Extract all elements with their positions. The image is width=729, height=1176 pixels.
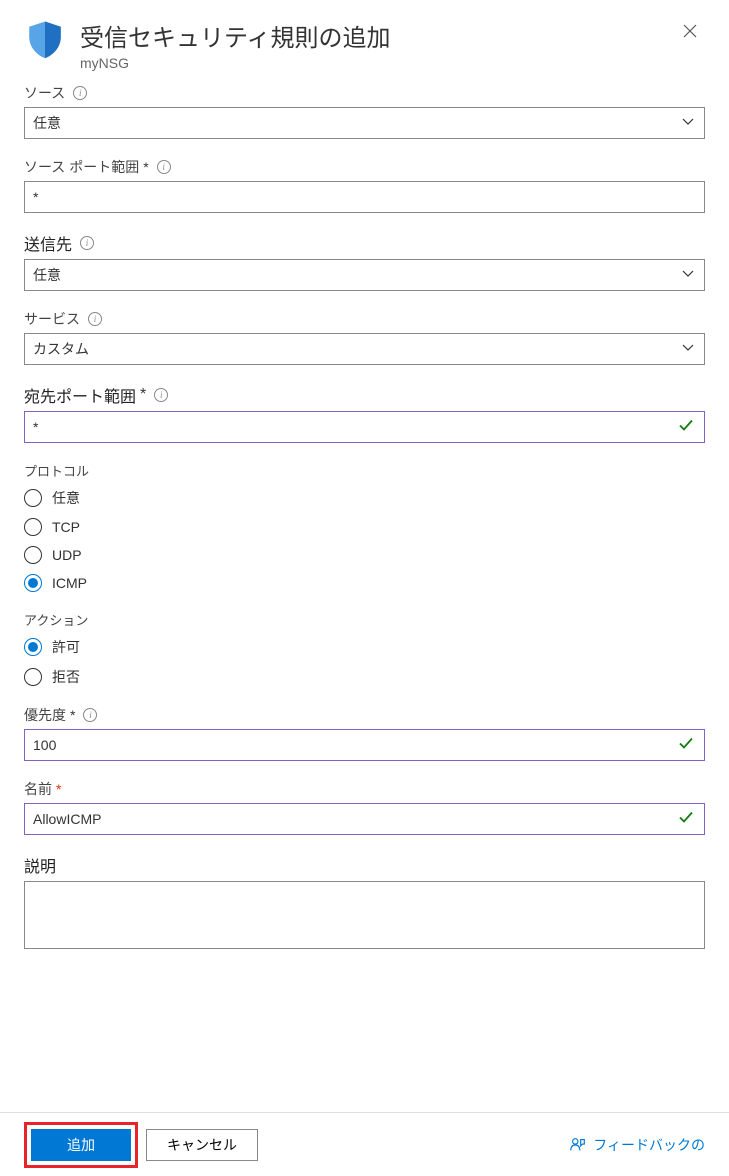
info-icon[interactable]: i	[80, 236, 94, 250]
protocol-radio[interactable]: ICMP	[24, 574, 705, 592]
radio-label: 任意	[52, 488, 80, 508]
check-icon	[678, 736, 694, 755]
radio-label: 拒否	[52, 667, 80, 687]
protocol-radio[interactable]: 任意	[24, 488, 705, 508]
source-port-label: ソース ポート範囲	[24, 157, 139, 177]
source-port-input[interactable]: *	[24, 181, 705, 213]
priority-label: 優先度	[24, 705, 66, 725]
feedback-icon	[569, 1136, 587, 1154]
radio-circle	[24, 546, 42, 564]
service-label: サービス	[24, 309, 80, 329]
description-label: 説明	[24, 853, 56, 877]
page-subtitle: myNSG	[80, 55, 675, 71]
radio-label: TCP	[52, 519, 80, 535]
radio-circle	[24, 574, 42, 592]
info-icon[interactable]: i	[73, 86, 87, 100]
add-button[interactable]: 追加	[31, 1129, 131, 1161]
protocol-radio[interactable]: TCP	[24, 518, 705, 536]
description-input[interactable]	[24, 881, 705, 949]
check-icon	[678, 810, 694, 829]
chevron-down-icon	[682, 341, 694, 357]
chevron-down-icon	[682, 267, 694, 283]
shield-icon	[24, 18, 66, 60]
radio-label: 許可	[52, 637, 80, 657]
name-input[interactable]: AllowICMP	[24, 803, 705, 835]
radio-circle	[24, 489, 42, 507]
feedback-link[interactable]: フィードバックの	[569, 1135, 705, 1155]
close-button[interactable]	[675, 18, 705, 47]
info-icon[interactable]: i	[83, 708, 97, 722]
dest-port-input[interactable]: *	[24, 411, 705, 443]
check-icon	[678, 418, 694, 437]
highlight-box: 追加	[24, 1122, 138, 1168]
radio-circle	[24, 638, 42, 656]
page-title: 受信セキュリティ規則の追加	[80, 18, 675, 53]
dest-port-label: 宛先ポート範囲	[24, 383, 136, 407]
action-radio[interactable]: 許可	[24, 637, 705, 657]
protocol-label: プロトコル	[24, 461, 705, 480]
source-label: ソース	[24, 83, 65, 103]
radio-circle	[24, 668, 42, 686]
destination-select[interactable]: 任意	[24, 259, 705, 291]
info-icon[interactable]: i	[88, 312, 102, 326]
source-select[interactable]: 任意	[24, 107, 705, 139]
radio-circle	[24, 518, 42, 536]
action-radio[interactable]: 拒否	[24, 667, 705, 687]
service-select[interactable]: カスタム	[24, 333, 705, 365]
protocol-radio[interactable]: UDP	[24, 546, 705, 564]
chevron-down-icon	[682, 115, 694, 131]
name-label: 名前	[24, 779, 52, 799]
radio-label: ICMP	[52, 575, 87, 591]
info-icon[interactable]: i	[157, 160, 171, 174]
action-label: アクション	[24, 610, 705, 629]
priority-input[interactable]: 100	[24, 729, 705, 761]
radio-label: UDP	[52, 547, 82, 563]
cancel-button[interactable]: キャンセル	[146, 1129, 258, 1161]
info-icon[interactable]: i	[154, 388, 168, 402]
destination-label: 送信先	[24, 231, 72, 255]
